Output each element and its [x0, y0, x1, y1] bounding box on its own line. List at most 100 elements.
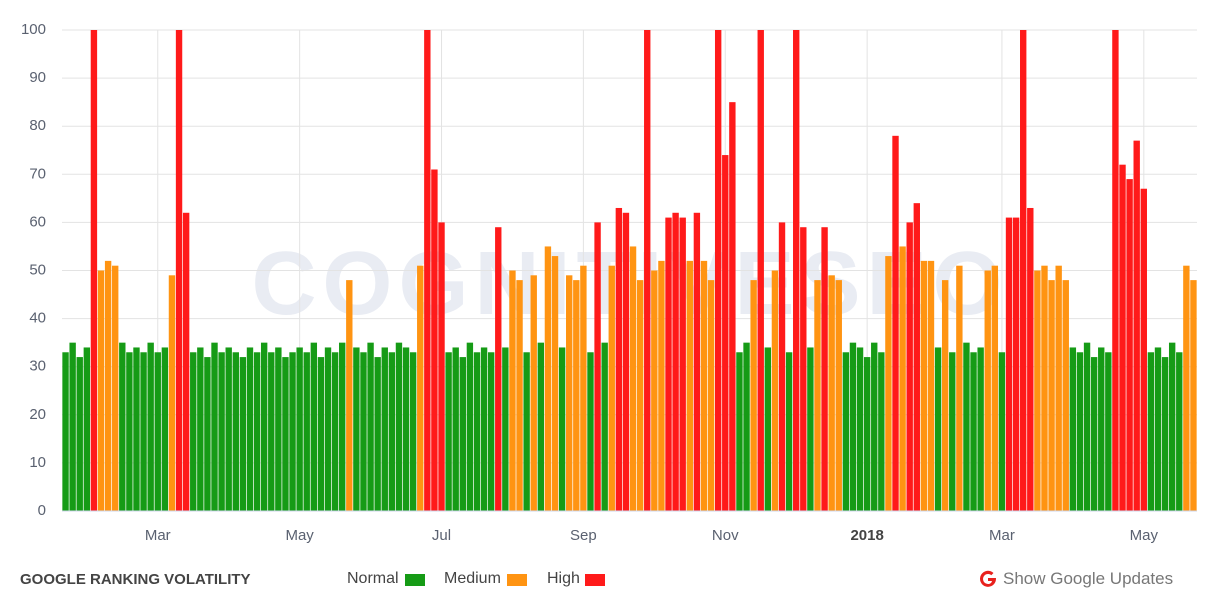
y-tick-label: 60	[29, 213, 46, 230]
bar	[686, 260, 693, 511]
bar	[778, 222, 786, 511]
bar	[849, 342, 857, 511]
bar	[977, 347, 984, 511]
bar	[360, 352, 367, 511]
bar	[1041, 265, 1048, 511]
bar	[651, 270, 658, 511]
bar	[998, 352, 1006, 511]
bar	[218, 352, 225, 511]
bar	[1133, 140, 1140, 511]
bar	[672, 212, 679, 511]
bar	[395, 342, 403, 511]
bar	[1183, 265, 1190, 511]
bar	[353, 347, 360, 511]
bar	[587, 352, 594, 511]
bar	[509, 270, 516, 511]
bar	[253, 352, 261, 511]
x-tick-label: May	[1130, 527, 1159, 544]
bar	[1055, 265, 1062, 511]
y-tick-label: 10	[29, 454, 46, 471]
bar	[615, 207, 623, 511]
bar	[523, 352, 530, 511]
bar	[1005, 217, 1013, 511]
bar	[487, 352, 495, 511]
bar	[161, 347, 169, 511]
show-updates-link[interactable]: Show Google Updates	[1003, 569, 1174, 588]
bar	[1020, 30, 1027, 511]
bar	[601, 342, 608, 511]
bar	[417, 265, 424, 511]
bar	[793, 30, 800, 511]
y-tick-label: 40	[29, 310, 46, 327]
bar	[956, 265, 963, 511]
bar	[878, 352, 885, 511]
legend-label: Medium	[444, 570, 501, 587]
bar	[119, 342, 126, 511]
bar	[1083, 342, 1091, 511]
bar	[296, 347, 303, 511]
y-tick-label: 50	[29, 261, 46, 278]
bar	[90, 30, 98, 511]
bar	[452, 347, 459, 511]
bar	[62, 352, 69, 511]
bar	[1190, 280, 1197, 511]
bar	[232, 352, 239, 511]
bar	[204, 357, 211, 511]
bar	[743, 342, 750, 511]
bar	[892, 135, 899, 511]
bar	[920, 260, 928, 511]
bar	[1098, 347, 1105, 511]
bar	[722, 155, 729, 511]
bar	[913, 203, 920, 511]
bar	[154, 352, 161, 511]
bar	[991, 265, 999, 511]
bar	[1012, 217, 1020, 511]
y-tick-label: 0	[38, 502, 46, 519]
bar	[665, 217, 672, 511]
x-tick-label: Sep	[570, 527, 597, 544]
bar	[140, 352, 147, 511]
bar	[76, 357, 83, 511]
bar	[934, 347, 942, 511]
bar	[729, 102, 736, 512]
bar	[331, 352, 339, 511]
bar	[807, 347, 814, 511]
bar	[821, 227, 828, 511]
bar	[260, 342, 268, 511]
bar	[941, 280, 949, 511]
bar	[83, 347, 91, 511]
bar	[239, 357, 247, 511]
google-icon[interactable]	[978, 569, 998, 589]
bar	[1119, 164, 1126, 511]
bar	[963, 342, 970, 511]
bar	[175, 30, 183, 511]
bar	[558, 347, 566, 511]
bar	[268, 352, 275, 511]
bar	[197, 347, 204, 511]
bar	[644, 30, 651, 511]
bar	[339, 342, 346, 511]
bar	[275, 347, 282, 511]
bar	[1147, 352, 1155, 511]
bar	[629, 246, 637, 511]
bar	[466, 342, 474, 511]
bar	[785, 352, 793, 511]
bar	[388, 352, 396, 511]
bar	[168, 275, 176, 511]
legend-swatch	[507, 574, 527, 586]
bar	[324, 347, 332, 511]
bar	[246, 347, 254, 511]
bar	[764, 347, 772, 511]
bar	[1027, 207, 1034, 511]
bar	[147, 342, 154, 511]
bar	[317, 357, 325, 511]
bar	[636, 280, 644, 511]
bar	[289, 352, 296, 511]
bar	[211, 342, 218, 511]
bar	[409, 352, 417, 511]
bar	[1168, 342, 1176, 511]
y-tick-label: 70	[29, 165, 46, 182]
bar	[112, 265, 119, 511]
bar	[984, 270, 991, 511]
